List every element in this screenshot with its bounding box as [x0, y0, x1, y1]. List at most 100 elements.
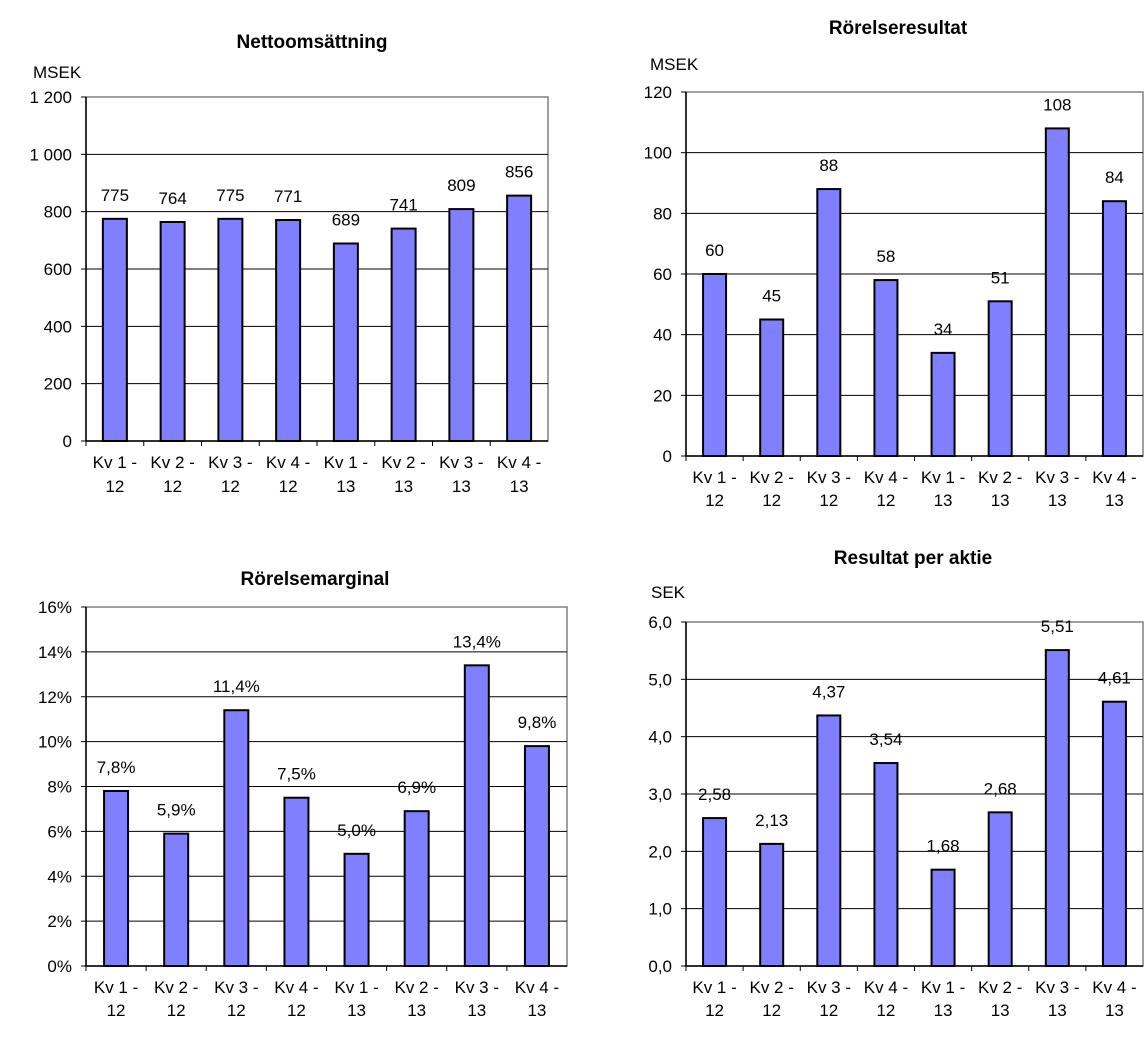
y-tick-label: 0,0 — [648, 957, 672, 976]
category-label-line1: Kv 2 - — [749, 978, 793, 997]
y-tick-label: 120 — [644, 83, 672, 102]
chart-title: Nettoomsättning — [237, 32, 388, 53]
bar — [1101, 200, 1127, 457]
y-tick-label: 0 — [663, 447, 672, 466]
bar — [816, 188, 842, 457]
y-tick-label: 200 — [44, 375, 72, 394]
data-label: 60 — [705, 241, 724, 260]
category-label-line2: 13 — [991, 491, 1010, 510]
bar — [403, 810, 430, 968]
bar — [332, 242, 359, 442]
y-unit-label: MSEK — [650, 55, 699, 74]
category-label-line2: 13 — [991, 1001, 1010, 1020]
y-tick-label: 0 — [63, 432, 72, 451]
bar — [223, 709, 250, 968]
bar — [930, 868, 956, 967]
category-label-line2: 13 — [347, 1001, 366, 1020]
category-label-line1: Kv 3 - — [807, 468, 851, 487]
chart-rorelsemarginal: Rörelsemarginal 0% 2% 4% 6% 8% 10% 12% 14% 16% 7,8… — [38, 569, 568, 1020]
bar — [930, 351, 956, 457]
chart-resultat-per-aktie: Resultat per aktie SEK 0,0 1,0 2,0 3,0 4,0 5,0 6… — [648, 548, 1144, 1020]
data-label: 5,51 — [1041, 617, 1074, 636]
category-label-line2: 13 — [510, 477, 529, 496]
data-label: 11,4% — [213, 677, 260, 696]
chart-title: Resultat per aktie — [834, 548, 992, 569]
data-label: 9,8% — [518, 713, 557, 732]
data-label: 2,58 — [698, 785, 731, 804]
bar — [390, 227, 417, 442]
category-label-line2: 13 — [336, 477, 355, 496]
category-label-line2: 12 — [819, 1001, 838, 1020]
chart-nettoomsattning: Nettoomsättning MSEK 0 200 400 600 800 1 000 1 2… — [29, 32, 549, 496]
bar — [463, 664, 490, 968]
y-unit-label: MSEK — [33, 63, 82, 82]
category-label-line1: Kv 3 - — [208, 453, 252, 472]
category-label-line2: 13 — [1105, 1001, 1124, 1020]
category-label-line1: Kv 3 - — [455, 978, 499, 997]
y-tick-label: 12% — [38, 688, 72, 707]
category-label-line2: 13 — [1048, 1001, 1067, 1020]
data-label: 689 — [332, 210, 360, 229]
category-label-line2: 13 — [1048, 491, 1067, 510]
category-label-line2: 12 — [762, 491, 781, 510]
category-label-line2: 13 — [934, 1001, 953, 1020]
category-label-line2: 13 — [467, 1001, 486, 1020]
y-tick-label: 6,0 — [648, 613, 672, 632]
data-label: 45 — [762, 287, 781, 306]
data-label: 84 — [1105, 168, 1124, 187]
category-label-line2: 13 — [527, 1001, 546, 1020]
bar — [702, 817, 728, 968]
y-tick-label: 80 — [653, 204, 672, 223]
bar — [159, 220, 186, 442]
y-tick-label: 800 — [44, 203, 72, 222]
category-label-line2: 12 — [876, 491, 895, 510]
category-label-line1: Kv 1 - — [921, 978, 965, 997]
data-label: 88 — [819, 156, 838, 175]
data-label: 4,61 — [1098, 669, 1131, 688]
category-label-line2: 12 — [163, 477, 182, 496]
bar — [702, 273, 728, 457]
bar — [343, 852, 370, 967]
data-label: 809 — [447, 176, 475, 195]
y-tick-label: 6% — [47, 822, 72, 841]
category-label-line1: Kv 3 - — [439, 453, 483, 472]
bar — [523, 745, 550, 967]
data-label: 1,68 — [927, 837, 960, 856]
bar — [1101, 700, 1127, 968]
y-tick-label: 16% — [38, 598, 72, 617]
y-tick-label: 400 — [44, 317, 72, 336]
category-label-line1: Kv 2 - — [154, 978, 198, 997]
y-tick-label: 4,0 — [648, 728, 672, 747]
category-label-line1: Kv 1 - — [692, 978, 736, 997]
y-tick-label: 1,0 — [648, 900, 672, 919]
data-label: 34 — [934, 320, 953, 339]
bar — [103, 789, 130, 967]
category-label-line2: 12 — [705, 1001, 724, 1020]
category-label-line1: Kv 3 - — [1035, 978, 1079, 997]
category-label-line1: Kv 4 - — [515, 978, 559, 997]
data-label: 771 — [274, 187, 302, 206]
y-tick-label: 20 — [653, 386, 672, 405]
category-label-line2: 13 — [407, 1001, 426, 1020]
category-label-line1: Kv 1 - — [94, 978, 138, 997]
category-label-line1: Kv 2 - — [749, 468, 793, 487]
category-label-line1: Kv 4 - — [274, 978, 318, 997]
data-label: 5,9% — [157, 801, 196, 820]
chart-title: Rörelsemarginal — [241, 569, 390, 590]
data-label: 775 — [101, 186, 129, 205]
bar — [987, 300, 1013, 457]
y-tick-label: 2% — [47, 912, 72, 931]
category-label-line1: Kv 2 - — [978, 468, 1022, 487]
category-label-line2: 12 — [279, 477, 298, 496]
chart-title: Rörelseresultat — [829, 18, 968, 39]
data-label: 51 — [991, 268, 1010, 287]
category-label-line2: 13 — [452, 477, 471, 496]
category-label-line2: 12 — [107, 1001, 126, 1020]
y-tick-label: 8% — [47, 778, 72, 797]
bar — [163, 832, 190, 968]
category-label-line2: 12 — [221, 477, 240, 496]
bar — [759, 318, 785, 457]
category-label-line1: Kv 3 - — [1035, 468, 1079, 487]
bar — [448, 208, 475, 442]
